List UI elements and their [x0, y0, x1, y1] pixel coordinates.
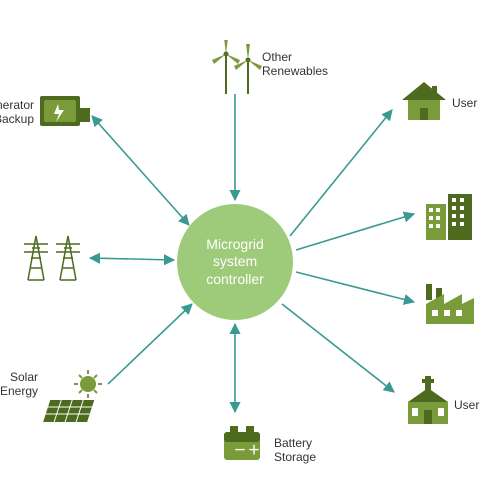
generator-icon	[38, 86, 92, 139]
pylons-icon	[18, 228, 88, 289]
node-pylons	[18, 228, 88, 289]
node-label-battery: Battery Storage	[274, 436, 316, 464]
wind-icon	[210, 40, 266, 101]
diagram-stage: Microgrid system controller Generator Ba…	[0, 0, 500, 500]
node-label-solar: Solar Energy	[0, 370, 38, 398]
church-icon	[400, 376, 456, 433]
office-icon	[422, 188, 478, 249]
edge-user_factory	[296, 272, 414, 302]
node-label-user_house: User	[452, 96, 477, 110]
node-user_house: User	[398, 78, 450, 129]
node-other_renew: Other Renewables	[210, 40, 266, 101]
edge-pylons	[90, 258, 174, 260]
edge-user_church	[282, 304, 394, 392]
node-user_office	[422, 188, 478, 249]
center-label: Microgrid system controller	[185, 236, 285, 289]
house-icon	[398, 78, 450, 129]
node-user_factory	[422, 280, 478, 333]
edge-user_office	[296, 214, 414, 250]
factory-icon	[422, 280, 478, 333]
node-solar: Solar Energy	[42, 370, 114, 431]
node-generator: Generator Backup	[38, 86, 92, 139]
node-label-user_church: User	[454, 398, 479, 412]
solar-icon	[42, 370, 114, 431]
edge-solar	[108, 304, 192, 384]
svg-text:＋: ＋	[248, 443, 260, 457]
node-battery: － ＋ Battery Storage	[218, 422, 266, 471]
edge-generator	[92, 116, 189, 225]
center-controller-node: Microgrid system controller	[177, 204, 293, 320]
node-label-generator: Generator Backup	[0, 98, 34, 126]
node-user_church: User	[400, 376, 456, 433]
battery-icon: － ＋	[218, 422, 266, 471]
node-label-other_renew: Other Renewables	[262, 50, 328, 78]
svg-text:－: －	[234, 443, 246, 457]
edge-user_house	[290, 110, 392, 236]
